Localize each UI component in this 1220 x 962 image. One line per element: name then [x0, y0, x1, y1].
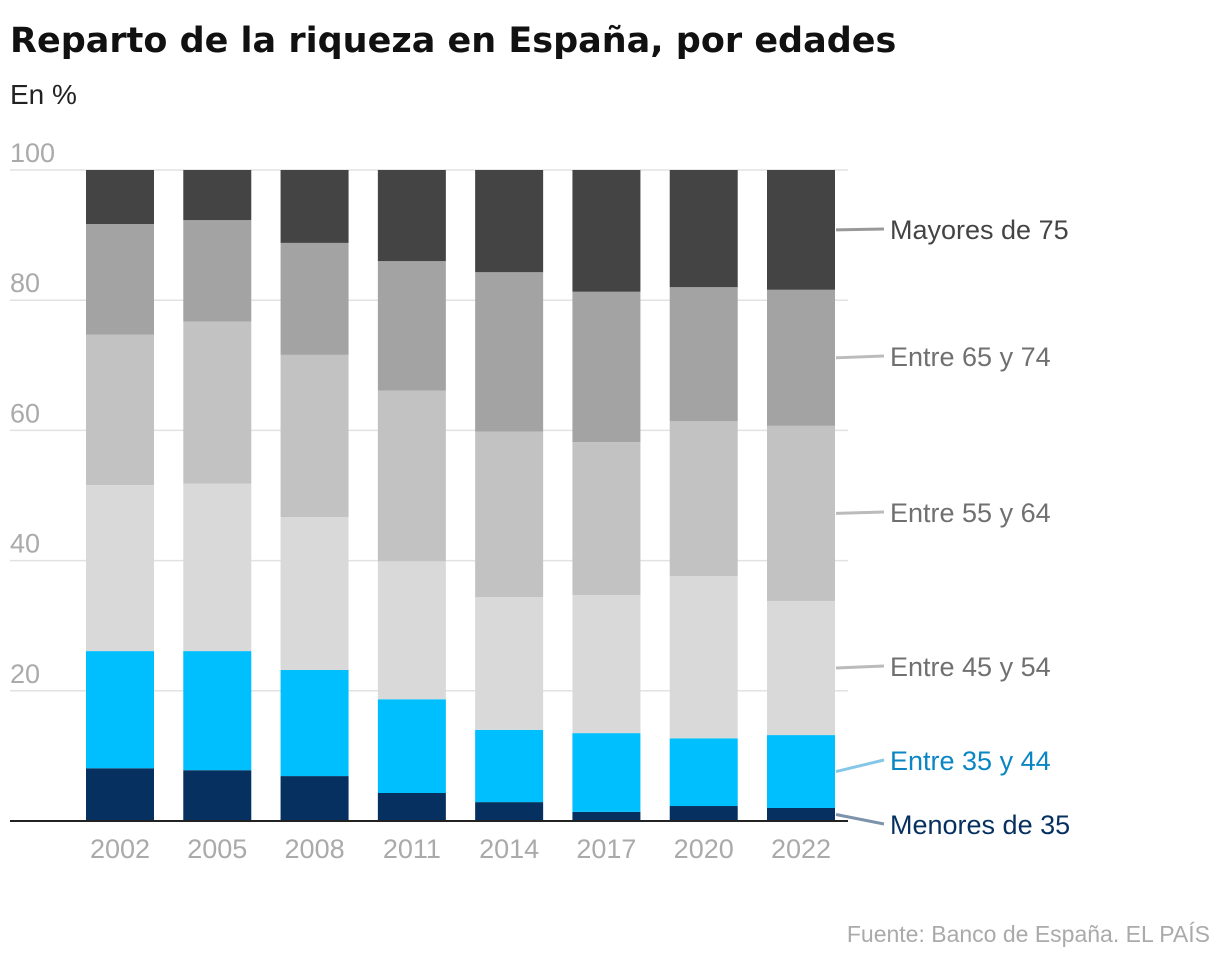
bar-segment: [86, 485, 154, 652]
bar-segment: [669, 738, 738, 807]
bar-segment: [767, 289, 835, 426]
label-connector: [835, 664, 885, 670]
bar-segment: [572, 442, 641, 596]
bar-segment: [475, 802, 544, 821]
label-connector: [835, 227, 885, 232]
series-label: Menores de 35: [890, 810, 1070, 840]
chart-title: Reparto de la riqueza en España, por eda…: [10, 21, 896, 61]
label-connector: [835, 510, 885, 515]
bar-segment: [669, 170, 738, 288]
bar-segment: [475, 272, 544, 432]
bar-segment: [767, 425, 835, 601]
y-tick-label: 80: [10, 268, 40, 298]
x-tick-label: 2020: [674, 834, 734, 864]
x-tick-label: 2005: [187, 834, 247, 864]
x-tick-label: 2011: [383, 834, 441, 864]
bar-segment: [183, 220, 252, 322]
y-tick-label: 20: [10, 659, 40, 689]
bar-segment: [767, 735, 835, 808]
bar-segment: [280, 669, 349, 777]
bar-segment: [572, 595, 641, 734]
bar-segment: [377, 561, 446, 700]
bar-segment: [86, 651, 154, 769]
x-tick-label: 2022: [771, 834, 831, 864]
series-label: Entre 55 y 64: [890, 498, 1051, 528]
series-label: Entre 65 y 74: [890, 342, 1051, 372]
bar-segment: [377, 390, 446, 562]
bar-segment: [572, 170, 641, 292]
label-connector: [835, 813, 885, 826]
bar-segment: [475, 170, 544, 273]
bar-segment: [183, 321, 252, 484]
bar-segment: [86, 334, 154, 486]
label-connector: [835, 758, 885, 773]
bar-segment: [475, 729, 544, 803]
bar-segment: [86, 768, 154, 821]
series-label: Entre 35 y 44: [890, 746, 1051, 776]
bar-segment: [377, 170, 446, 262]
bar-segment: [669, 576, 738, 739]
y-tick-label: 60: [10, 398, 40, 428]
series-label: Entre 45 y 54: [890, 652, 1051, 682]
label-connector: [835, 354, 885, 360]
bar-segment: [475, 597, 544, 730]
y-tick-label: 100: [10, 138, 55, 168]
bar-segment: [183, 170, 252, 221]
bar-segment: [280, 516, 349, 670]
bar-segment: [669, 806, 738, 821]
bar-segment: [572, 733, 641, 812]
bar-segment: [183, 483, 252, 652]
x-tick-label: 2002: [90, 834, 150, 864]
bar-segment: [669, 287, 738, 422]
bar-segment: [86, 170, 154, 225]
y-tick-label: 40: [10, 529, 40, 559]
bar-segment: [377, 699, 446, 794]
bar-segment: [280, 776, 349, 821]
bar-segment: [572, 291, 641, 443]
x-tick-label: 2008: [285, 834, 345, 864]
chart-subtitle: En %: [10, 79, 77, 110]
bar-segment: [377, 793, 446, 821]
bar-segment: [280, 170, 349, 243]
x-tick-label: 2017: [576, 834, 636, 864]
bar-segment: [767, 600, 835, 736]
bar-segment: [377, 261, 446, 391]
bar-segment: [280, 242, 349, 355]
bar-segment: [86, 224, 154, 335]
bar-segment: [183, 651, 252, 771]
bar-segment: [669, 421, 738, 577]
bar-segment: [280, 354, 349, 517]
bar-segment: [767, 170, 835, 290]
bar-segment: [767, 807, 835, 821]
bar-segment: [475, 431, 544, 598]
series-label: Mayores de 75: [890, 215, 1069, 245]
bar-segment: [183, 770, 252, 821]
x-tick-label: 2014: [479, 834, 539, 864]
bar-segment: [572, 811, 641, 821]
source-note: Fuente: Banco de España. EL PAÍS: [847, 921, 1210, 947]
